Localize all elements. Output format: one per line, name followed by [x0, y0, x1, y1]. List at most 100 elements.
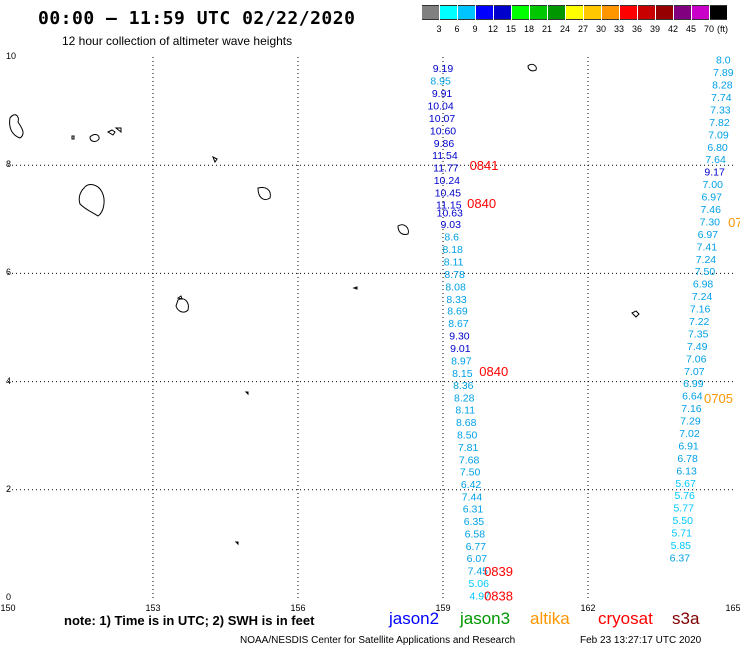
satellite-jason2: jason2 [389, 609, 440, 628]
wave-height-label: 9.30 [449, 331, 470, 343]
island-outline [234, 541, 239, 546]
legend-label: 30 [595, 24, 607, 34]
wave-height-label: 7.50 [460, 466, 481, 478]
legend-label: 42 [667, 24, 679, 34]
wave-height-label: 8.6 [444, 232, 459, 244]
wave-height-label: 8.33 [446, 294, 467, 306]
wave-height-label: 7.16 [681, 403, 702, 415]
satellite-jason3: jason3 [460, 609, 511, 628]
legend-swatch [458, 5, 475, 20]
wave-height-label: 7.29 [680, 416, 701, 428]
island-outline [106, 129, 116, 136]
wave-height-label: 8.36 [453, 380, 474, 392]
wave-height-label: 7.22 [689, 316, 710, 328]
island-outline [212, 155, 218, 164]
wave-height-label: 8.68 [456, 417, 477, 429]
y-tick-label: 8 [6, 159, 12, 170]
wave-height-label: 8.78 [444, 269, 465, 281]
legend-label: 24 [559, 24, 571, 34]
island-outline [176, 295, 183, 300]
wave-height-label: 11.54 [432, 150, 458, 162]
pass-time-labels: 0841 0840 0840 0839 0838 07 0705 [467, 158, 740, 603]
pass-time-label: 0841 [470, 158, 499, 173]
wave-height-label: 5.50 [673, 515, 694, 527]
island-outline [78, 184, 105, 217]
legend-swatch [674, 5, 691, 20]
island-outline [527, 63, 537, 72]
x-tick-label: 162 [580, 603, 596, 613]
wave-height-label: 7.09 [708, 129, 729, 141]
legend-label: 33 [613, 24, 625, 34]
legend-swatch [548, 5, 565, 20]
pass-time-label: 0838 [484, 588, 513, 603]
wave-height-label: 7.24 [692, 291, 713, 303]
wave-height-label: 5.06 [469, 578, 490, 590]
legend-label: 45 [685, 24, 697, 34]
wave-height-label: 6.07 [467, 553, 488, 565]
wave-height-label: 7.30 [700, 216, 721, 228]
island-outline [71, 135, 75, 140]
wave-height-label: 10.45 [435, 187, 461, 199]
wave-height-label: 9.91 [432, 88, 453, 100]
wave-height-label: 6.80 [707, 142, 728, 154]
wave-height-label: 8.11 [455, 405, 475, 417]
y-tick-label: 4 [6, 375, 12, 386]
wave-height-label: 6.13 [676, 465, 697, 477]
wave-height-label: 6.98 [693, 279, 714, 291]
wave-height-label: 7.24 [696, 254, 717, 266]
legend-label: 9 [472, 24, 478, 34]
legend-swatch [638, 5, 655, 20]
y-tick-label: 10 [6, 51, 17, 61]
island-outline [89, 134, 100, 142]
island-outline [9, 114, 24, 139]
wave-height-label: 6.35 [464, 516, 485, 528]
legend-swatch [512, 5, 529, 20]
wave-height-label: 5.85 [671, 540, 692, 552]
legend-label: 70 [703, 24, 715, 34]
pass-time-label: 07 [728, 215, 740, 230]
wave-height-label: 6.31 [463, 504, 484, 516]
wave-height-label: 11.77 [433, 162, 459, 174]
wave-height-label: 7.44 [462, 491, 483, 503]
wave-height-label: 9.86 [434, 138, 455, 150]
legend-swatch [566, 5, 583, 20]
wave-height-label: 8.18 [442, 244, 463, 256]
wave-height-label: 7.00 [702, 179, 723, 191]
grid-lines [8, 57, 733, 598]
footer-note: note: 1) Time is in UTC; 2) SWH is in fe… [64, 613, 315, 628]
wave-height-label: 7.35 [688, 328, 709, 340]
wave-height-label: 7.16 [690, 304, 711, 316]
legend-label: 27 [577, 24, 589, 34]
wave-height-label: 6.97 [698, 229, 719, 241]
wave-height-label: 8.95 [430, 75, 451, 87]
wave-height-label: 6.37 [670, 552, 691, 564]
wave-height-label: 10.63 [437, 207, 463, 219]
wave-height-label: 8.0 [716, 55, 731, 67]
island-outline [244, 391, 249, 396]
footer-timestamp: Feb 23 13:27:17 UTC 2020 [580, 635, 702, 646]
wave-height-label: 9.03 [441, 219, 462, 231]
y-tick-label: 2 [6, 483, 12, 494]
wave-height-label: 8.28 [712, 80, 733, 92]
wave-height-label: 7.02 [679, 428, 700, 440]
wave-height-label: 5.67 [675, 478, 696, 490]
wave-height-label: 7.68 [459, 455, 480, 467]
y-tick-label: 6 [6, 267, 12, 278]
wave-height-label: 5.71 [672, 528, 693, 540]
wave-height-label: 10.24 [434, 175, 460, 187]
wave-height-label: 8.97 [451, 356, 472, 368]
legend-label: 36 [631, 24, 643, 34]
wave-height-label: 7.49 [687, 341, 708, 353]
wave-height-label: 10.07 [429, 113, 455, 125]
wave-height-label: 7.64 [705, 154, 726, 166]
wave-height-label: 6.77 [466, 541, 487, 553]
legend-swatch [692, 5, 709, 20]
legend-label: 18 [523, 24, 535, 34]
legend-label: 6 [454, 24, 460, 34]
legend-swatch [584, 5, 601, 20]
island-outline [352, 286, 358, 290]
wave-height-label: 8.28 [454, 392, 475, 404]
wave-height-label: 8.15 [452, 368, 473, 380]
wave-height-label: 9.19 [433, 63, 454, 75]
